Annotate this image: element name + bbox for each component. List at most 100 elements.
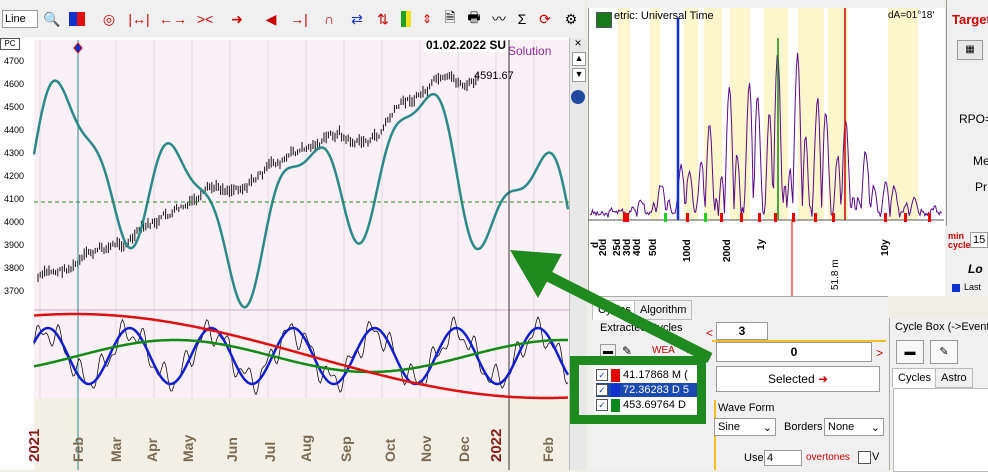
arrow-right-icon[interactable]: →| [290, 11, 308, 27]
x-label: Apr [144, 437, 160, 462]
refresh-icon[interactable]: ⟳ [539, 10, 551, 27]
spectrum-title: etric: Universal Time [614, 10, 714, 22]
wea-button[interactable]: WEA [652, 345, 675, 356]
cursor-marker-icon[interactable] [73, 42, 83, 54]
cycle-72-line [32, 326, 570, 386]
spectrum-band [764, 8, 788, 220]
last-price-label: 4591.67 [474, 70, 514, 82]
move-icon[interactable]: ➜ [231, 10, 243, 27]
cycle-count-input[interactable]: 3 [716, 322, 768, 340]
y-tick: 4600 [4, 79, 25, 89]
target-title: Target [952, 12, 988, 27]
scroll-down-icon[interactable]: ▼ [572, 68, 586, 82]
v-label: V [872, 451, 880, 463]
wave-form-select[interactable]: Sine ⌄ [714, 418, 776, 436]
settings-icon[interactable]: ⚙ [564, 10, 578, 27]
borders-label: Borders [784, 421, 823, 433]
spectrum-svg [588, 8, 944, 296]
spectrum-label: 1y [756, 238, 767, 250]
arrow-head-icon [510, 250, 562, 298]
scroll-up-icon[interactable]: ▲ [572, 52, 586, 66]
checkbox-icon[interactable]: ✓ [596, 369, 608, 381]
divider [712, 340, 886, 342]
y-tick: 4500 [4, 102, 25, 112]
magnet-icon[interactable]: ∩ [323, 11, 335, 27]
cycle-value: 453.69764 D [623, 399, 686, 411]
spectrum-label: 10y [880, 239, 891, 256]
spectrum-peak-marker [623, 213, 626, 222]
cycle-row[interactable]: ✓ 453.69764 D [596, 398, 686, 412]
cycle-row[interactable]: ✓ 41.17868 M ( [596, 368, 688, 382]
detrended-price-line [33, 316, 569, 396]
x-label: Sep [338, 436, 354, 462]
spectrum-peak-marker [774, 213, 777, 222]
spectrum-peak-marker [814, 213, 817, 222]
marker-icon[interactable]: ⇅ [377, 10, 389, 27]
tab-astro[interactable]: Astro [935, 368, 973, 388]
cycle-453-line [33, 338, 568, 374]
range-icon[interactable]: ⇕ [421, 12, 433, 26]
flag-icon[interactable] [398, 8, 414, 30]
arrows-icon[interactable]: ⇄ [351, 10, 363, 27]
last-label: Last [964, 282, 982, 292]
y-tick: 4300 [4, 148, 25, 158]
y-tick: 4200 [4, 171, 25, 181]
borders-value: None [828, 421, 855, 433]
highlight-box [570, 356, 706, 424]
selected-button[interactable]: Selected ➜ [716, 366, 880, 392]
spectrum-peak-marker [884, 213, 887, 222]
min-cycle-input[interactable]: 15 [970, 232, 988, 248]
document-icon[interactable]: 🗎 [444, 9, 456, 25]
globe-icon[interactable] [571, 90, 585, 104]
y-tick: 4400 [4, 125, 25, 135]
x-label: Jul [262, 441, 278, 462]
arrow-left-icon[interactable]: ◀ [265, 10, 277, 27]
spectrum-band [888, 8, 918, 220]
overtones-input[interactable]: 4 [764, 450, 802, 466]
checkbox-icon[interactable]: ✓ [596, 384, 608, 396]
x-label: Feb [70, 437, 86, 462]
cycle-offset-input[interactable]: 0 [716, 342, 872, 362]
x-label: Mar [108, 437, 124, 462]
y-tick: 4000 [4, 217, 25, 227]
x-label: Dec [456, 436, 472, 462]
increment-icon[interactable]: > [876, 346, 884, 360]
lo-label: Lo [968, 262, 983, 276]
cycle-value: 41.17868 M ( [623, 369, 688, 381]
remove-icon[interactable]: ▬ [896, 340, 924, 364]
excel-icon[interactable] [596, 12, 612, 28]
spectrum-peak-marker [740, 213, 743, 222]
spectrum-band [730, 8, 750, 220]
checkbox-icon[interactable]: ✓ [596, 399, 608, 411]
wand-icon[interactable]: ✎ [930, 340, 958, 364]
expand-icon[interactable]: ←→ [159, 11, 187, 27]
print-icon[interactable]: 🖶 [467, 9, 481, 25]
sigma-icon[interactable]: Σ [517, 11, 527, 27]
spectrum-peak-marker [832, 213, 835, 222]
cycle-color-swatch [611, 398, 620, 412]
tab-cyclebox-cycles[interactable]: Cycles [892, 368, 938, 388]
v-checkbox[interactable] [858, 451, 871, 464]
close-icon[interactable]: ✕ [574, 38, 582, 48]
last-swatch-icon [952, 284, 960, 292]
cycle-panel [34, 311, 569, 399]
tab-algorithm[interactable]: Algorithm [634, 300, 693, 320]
decrement-icon[interactable]: < [706, 326, 714, 340]
target-icon[interactable]: ◎ [102, 10, 116, 27]
stretch-icon[interactable]: |↔| [128, 11, 150, 27]
spectrum-peak-marker [758, 213, 761, 222]
arrow-right-icon: ➜ [817, 372, 829, 386]
zigzag-icon[interactable]: 〰 [492, 11, 506, 27]
spectrum-titlebar [588, 0, 944, 8]
compress-icon[interactable]: >< [196, 11, 214, 27]
calendar-icon[interactable]: ▦ [957, 40, 983, 60]
cycle-row[interactable]: ✓ 72.36283 D 5 [596, 383, 700, 397]
spectrum-peak-marker [928, 213, 931, 222]
chart-svg [32, 40, 570, 470]
borders-select[interactable]: None ⌄ [824, 418, 884, 436]
overtones-label: overtones [806, 452, 850, 463]
line-style-select[interactable]: Line [2, 10, 38, 28]
wand-icon[interactable]: ✎ [622, 344, 633, 358]
zoom-icon[interactable]: 🔍 [43, 10, 61, 27]
color-icon[interactable] [66, 8, 88, 30]
